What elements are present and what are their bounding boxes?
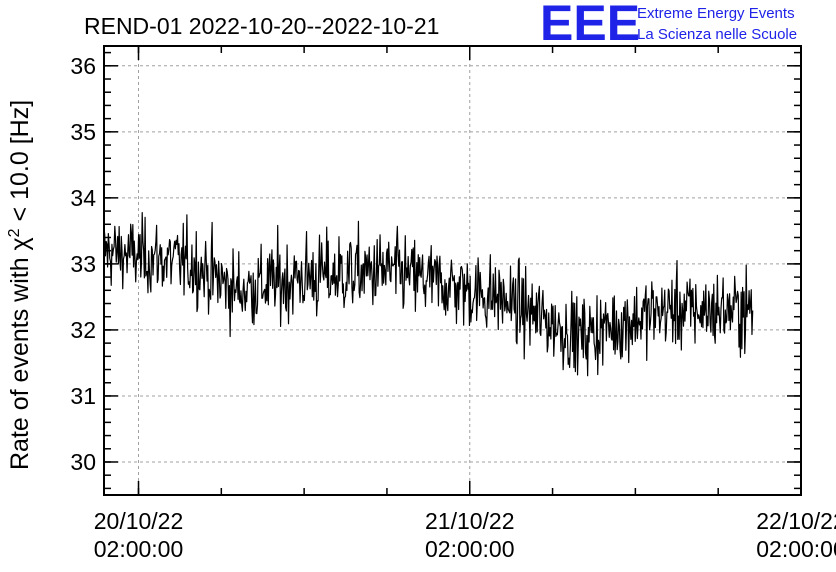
x-tick-time: 02:00:00: [425, 536, 515, 562]
x-tick-time: 02:00:00: [94, 536, 184, 562]
logo-line2: La Scienza nelle Scuole: [637, 26, 797, 43]
ticks: [104, 46, 802, 495]
x-tick-date: 20/10/22: [94, 508, 184, 534]
y-tick-label: 31: [70, 383, 96, 409]
grid: [104, 46, 802, 495]
logo-line1: Extreme Energy Events: [637, 5, 795, 22]
y-tick-label: 34: [70, 185, 96, 211]
x-tick-date: 22/10/22: [756, 508, 836, 534]
plot-frame: [103, 45, 802, 496]
y-tick-label: 30: [70, 449, 96, 475]
y-tick-label: 36: [70, 53, 96, 79]
x-tick-labels: 20/10/2202:00:0021/10/2202:00:0022/10/22…: [94, 508, 836, 562]
chart-title: REND-01 2022-10-20--2022-10-21: [84, 13, 439, 39]
y-axis-label: Rate of events with χ2 < 10.0 [Hz]: [6, 100, 34, 470]
rate-series-line: [103, 212, 754, 377]
y-tick-label: 33: [70, 251, 96, 277]
eee-logo: EEE Extreme Energy Events La Scienza nel…: [540, 0, 797, 51]
y-tick-labels: 30 31 32 33 34 35 36: [70, 53, 96, 475]
y-tick-label: 32: [70, 317, 96, 343]
logo-mark: EEE: [540, 0, 640, 51]
series-layer: [103, 212, 754, 377]
y-tick-label: 35: [70, 119, 96, 145]
x-tick-time: 02:00:00: [756, 536, 836, 562]
x-tick-date: 21/10/22: [425, 508, 515, 534]
